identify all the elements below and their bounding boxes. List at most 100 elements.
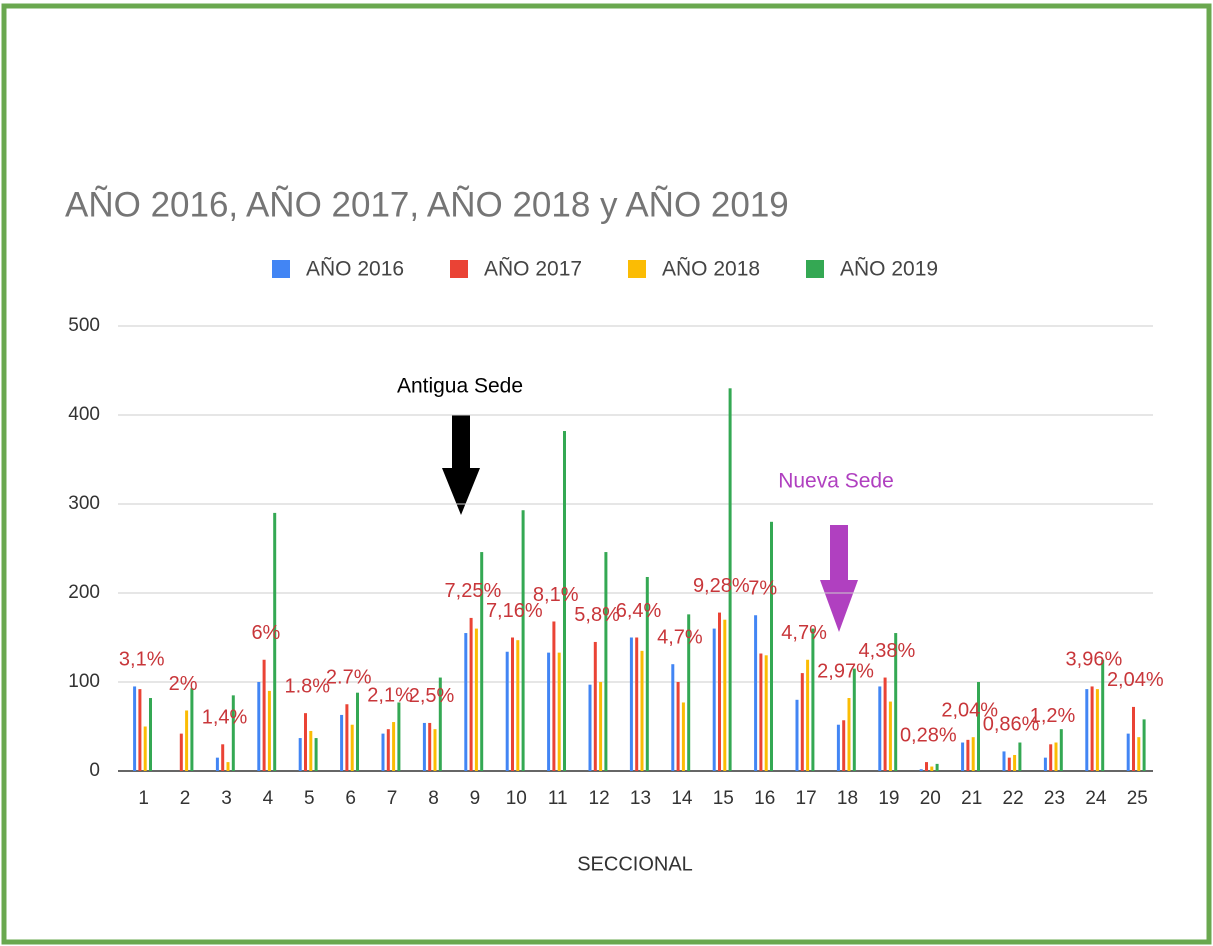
bar [593,641,597,771]
x-tick-label: 12 [589,788,610,809]
bar [764,655,768,771]
bar [930,766,934,771]
bar [221,744,225,771]
x-tick-label: 15 [713,788,734,809]
bar [257,682,261,771]
bar [149,698,152,771]
x-tick-label: 2 [180,788,191,809]
bar [1002,751,1006,771]
category-annotation: 9,28% [693,575,750,597]
bar [925,762,928,771]
x-tick-label: 11 [548,788,568,809]
bar [1137,737,1141,771]
bar [1043,757,1047,771]
category-annotation: 2,5% [409,685,455,707]
x-tick-label: 5 [304,788,315,809]
legend-swatch [272,260,290,278]
bar [1013,754,1017,771]
bar [1049,744,1053,771]
bar [392,722,396,771]
x-tick-label: 13 [630,788,651,809]
y-tick-label: 500 [68,315,100,336]
bar [971,737,975,771]
arrow [442,415,480,515]
x-tick-label: 16 [754,788,775,809]
category-annotation: 7,16% [486,600,543,622]
category-annotation: 3,1% [119,649,165,671]
annotation: Nueva Sede [778,470,894,493]
category-annotation: 7,25% [445,580,502,602]
bar [309,730,313,771]
legend-label: AÑO 2016 [306,257,404,281]
x-tick-label: 3 [221,788,232,809]
frame [1,3,1212,945]
bar [552,621,556,771]
bar [754,615,758,771]
bar [397,702,401,771]
bar [1059,729,1063,771]
bar [480,552,484,771]
x-tick-label: 4 [263,788,274,809]
bar [356,692,359,771]
bar [687,614,691,771]
bar [179,733,183,771]
y-tick-label: 200 [68,582,100,603]
bar [547,652,551,771]
bar [262,659,266,771]
bar [806,659,810,771]
category-annotation: 2,1% [367,684,413,706]
category-annotation: 3,96% [1066,649,1123,671]
legend-label: AÑO 2019 [840,257,938,281]
bar [340,714,344,771]
bar [273,512,277,771]
category-annotation: 0,86% [983,714,1040,736]
x-tick-label: 18 [837,788,858,809]
x-tick-label: 24 [1085,788,1107,809]
bar [143,726,147,771]
bar [133,686,137,771]
bar [521,510,525,771]
category-annotation: 4,7% [781,622,827,644]
bar [1090,686,1094,771]
bar [878,686,882,771]
x-tick-label: 23 [1044,788,1065,809]
bar [190,688,194,771]
y-tick-label: 400 [68,404,100,425]
category-annotation: 2,04% [941,699,998,721]
bar [350,724,354,771]
bar [557,652,561,771]
bar [422,722,426,771]
x-tick-label: 6 [345,788,356,809]
y-tick-label: 100 [68,671,100,692]
bar [645,576,649,771]
category-annotation: 7% [748,578,777,600]
category-annotation: 6% [251,622,280,644]
category-annotation: 1,2% [1030,705,1076,727]
x-axis-label: SECCIONAL [577,853,693,875]
bar [226,762,230,771]
category-annotation: 1.8% [285,675,331,697]
bar [464,633,468,771]
bar [961,742,965,771]
bar [231,695,235,771]
chart-title: AÑO 2016, AÑO 2017, AÑO 2018 y AÑO 2019 [65,185,789,224]
bar [267,690,271,771]
bar [604,552,608,771]
y-tick-label: 0 [89,760,100,781]
bar [563,431,566,771]
category-annotation: 4,7% [657,626,703,648]
bar [770,521,773,771]
x-tick-label: 19 [878,788,899,809]
bar [671,664,675,771]
bar [966,739,970,771]
bar [894,633,898,771]
bar [599,682,603,771]
bar [629,637,633,771]
bar [511,637,514,771]
legend-swatch [806,260,824,278]
bar [681,702,685,771]
bar [138,689,142,771]
x-tick-label: 10 [506,788,527,809]
bar [836,724,840,771]
legend-label: AÑO 2017 [484,257,582,281]
